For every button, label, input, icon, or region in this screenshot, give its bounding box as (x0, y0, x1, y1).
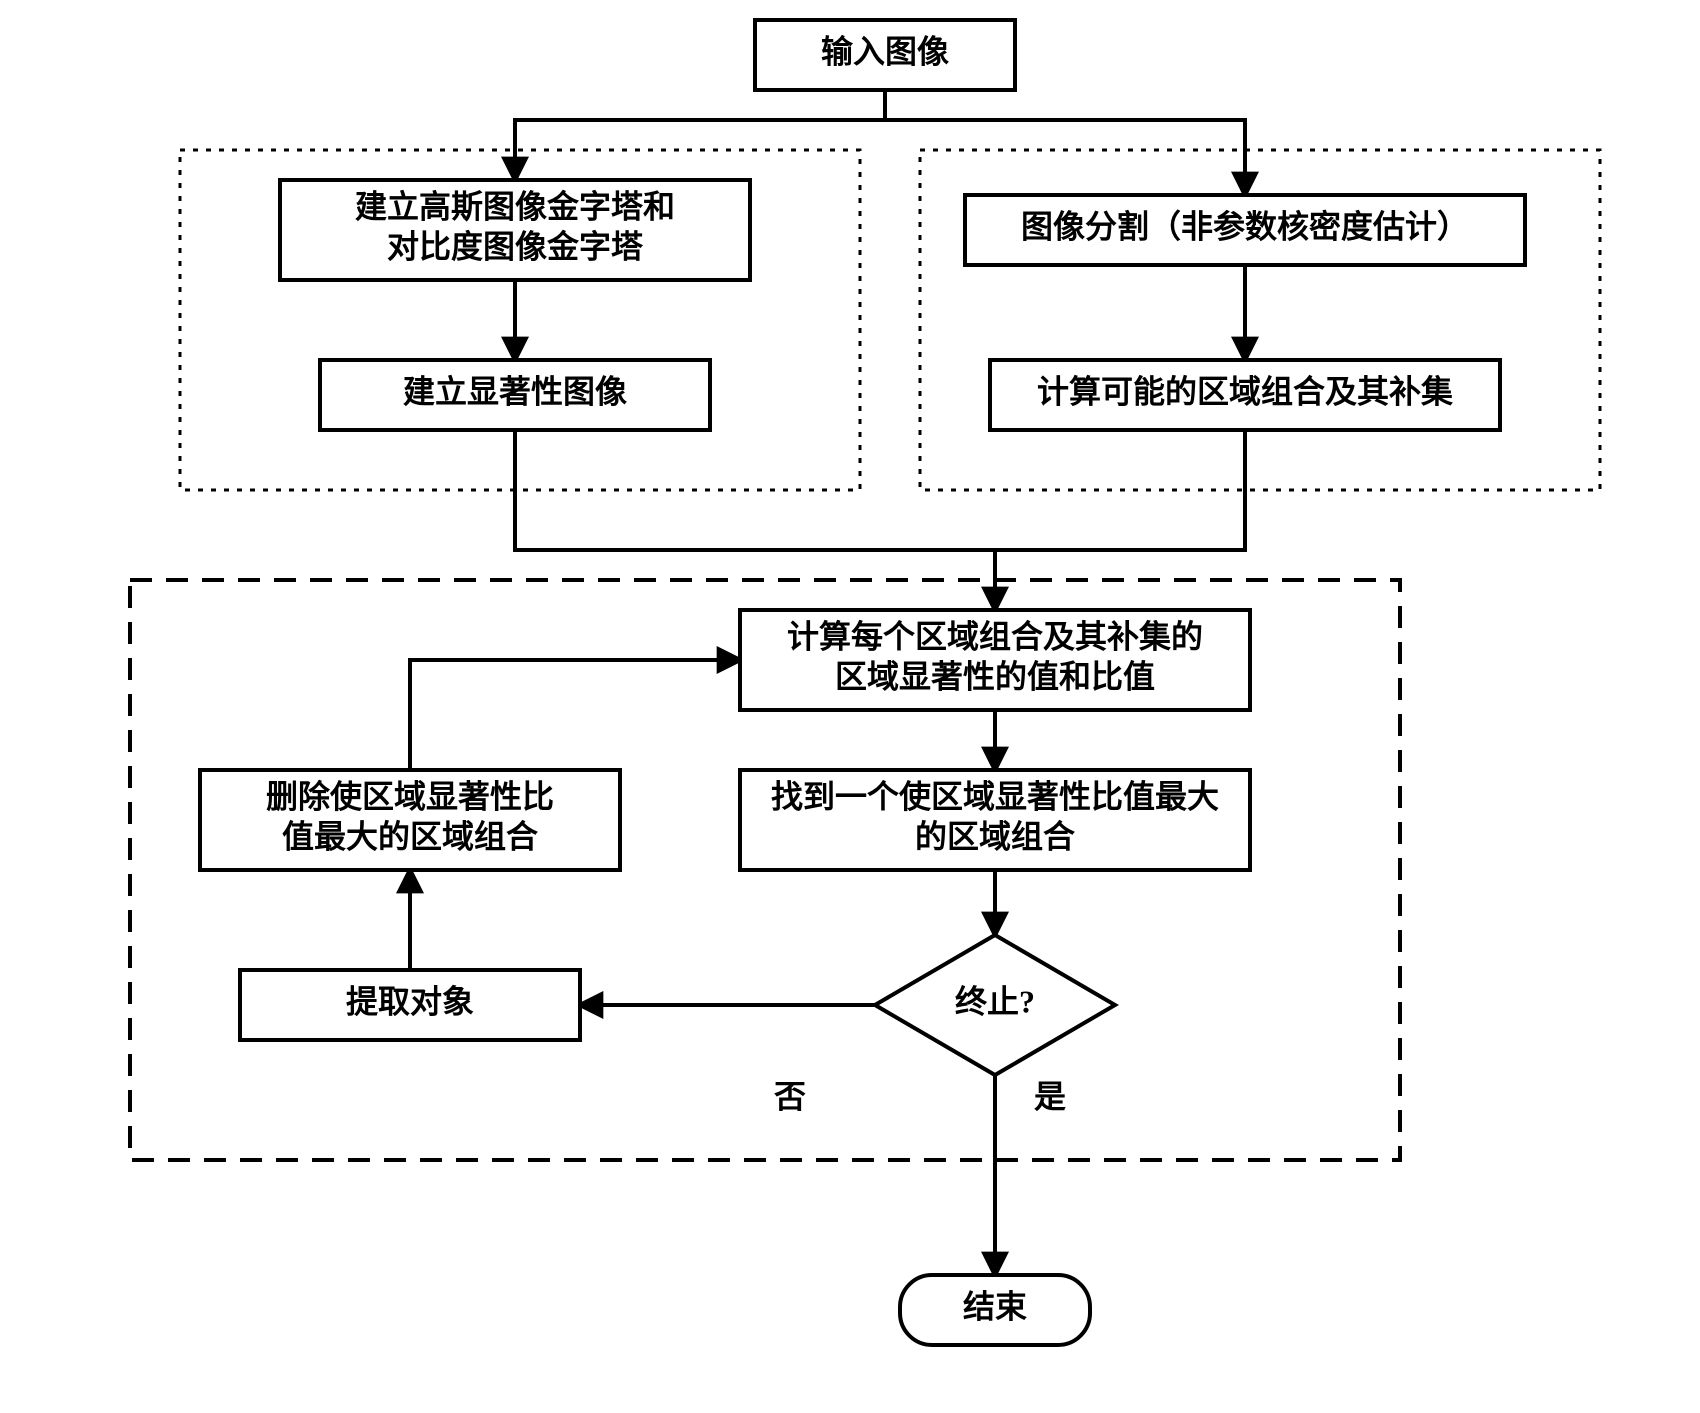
nodes.n_calc-text-1: 区域显著性的值和比值 (835, 658, 1155, 694)
nodes.n_del-text-1: 值最大的区域组合 (282, 818, 538, 854)
nodes.n_sal-text-0: 建立显著性图像 (403, 373, 627, 409)
nodes.n_gauss-text-0: 建立高斯图像金字塔和 (355, 188, 675, 224)
nodes.n_del-text-0: 删除使区域显著性比 (266, 778, 554, 814)
nodes.n_comb-text-0: 计算可能的区域组合及其补集 (1037, 373, 1453, 409)
nodes.n_find-text-1: 的区域组合 (915, 818, 1075, 854)
label-yes: 是 (1034, 1078, 1066, 1114)
nodes.n_calc-text-0: 计算每个区域组合及其补集的 (787, 618, 1203, 654)
label-no: 否 (774, 1078, 806, 1114)
flowchart-canvas: 输入图像建立高斯图像金字塔和对比度图像金字塔建立显著性图像 图像分割（非参数核密度… (0, 0, 1700, 1413)
nodes.n_ext-text-0: 提取对象 (346, 983, 474, 1019)
nodes.n_dec-text-0: 终止? (955, 983, 1035, 1019)
nodes.n_seg-text-0: 图像分割（非参数核密度估计） (1021, 208, 1469, 244)
nodes.n_end-text-0: 结束 (963, 1288, 1027, 1324)
nodes.n_input-text-0: 输入图像 (821, 33, 949, 69)
nodes.n_find-text-0: 找到一个使区域显著性比值最大 (771, 778, 1219, 814)
nodes.n_gauss-text-1: 对比度图像金字塔 (387, 228, 644, 264)
